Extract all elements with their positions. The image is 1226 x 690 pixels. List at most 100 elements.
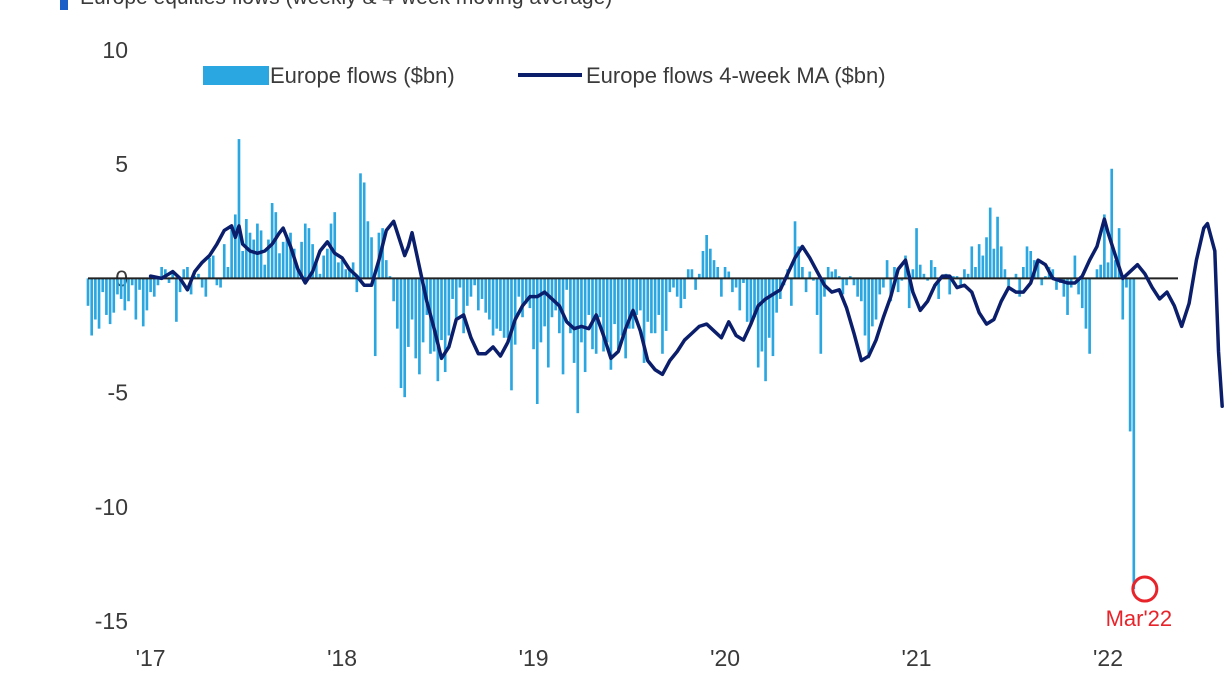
flow-bar: [1025, 246, 1029, 279]
flow-bar: [473, 278, 476, 286]
y-tick-label: 5: [115, 151, 128, 177]
flow-bar: [112, 278, 116, 313]
flow-bar: [344, 269, 348, 279]
flow-bar: [664, 278, 668, 331]
flow-bar: [1051, 269, 1055, 279]
flow-bar: [775, 278, 778, 313]
flow-bar: [569, 278, 572, 334]
flow-bar: [178, 278, 182, 293]
flow-bar: [731, 278, 734, 293]
flow-bar: [602, 278, 605, 352]
flow-bar: [528, 278, 532, 309]
flow-bar: [366, 221, 370, 279]
y-tick-label: -5: [108, 380, 128, 406]
flow-bar: [911, 269, 915, 279]
flow-bar: [311, 244, 314, 279]
flow-bar: [465, 278, 469, 306]
legend: Europe flows ($bn) Europe flows 4-week M…: [203, 63, 886, 88]
flow-bar: [760, 278, 764, 352]
flow-bar: [974, 266, 977, 279]
flow-bar: [392, 278, 395, 302]
flow-bar: [742, 278, 745, 283]
flow-bar: [175, 278, 178, 322]
flow-bar: [535, 278, 539, 405]
y-tick-label: -10: [95, 494, 128, 520]
flow-bar: [105, 278, 108, 315]
flow-bar: [384, 260, 388, 279]
flow-bar: [462, 278, 465, 334]
flow-bar: [340, 260, 344, 279]
flow-bar: [668, 278, 672, 293]
chart-title: Europe equities flows (weekly & 4-week m…: [80, 0, 612, 9]
flow-bar: [1077, 278, 1080, 295]
flow-bar: [841, 278, 845, 295]
flow-bar: [609, 278, 613, 370]
flow-bar: [723, 266, 727, 279]
x-tick-label: '20: [710, 645, 740, 671]
flow-bar: [399, 278, 403, 389]
flow-bar: [237, 139, 241, 279]
flow-bar: [532, 278, 535, 350]
flow-bar: [274, 212, 278, 279]
flow-bar: [657, 278, 661, 315]
flow-bar: [635, 278, 639, 315]
flow-bar: [631, 278, 635, 329]
flow-bar: [999, 246, 1003, 279]
flow-bar: [502, 278, 506, 338]
flow-bar: [86, 278, 90, 306]
title-marker: [60, 0, 68, 10]
flow-bar: [267, 239, 270, 279]
y-axis: 1050-5-10-15: [95, 37, 128, 634]
flow-bar: [524, 278, 528, 304]
flow-bar: [646, 278, 650, 322]
flow-bar: [679, 278, 683, 309]
flow-bar: [639, 278, 642, 311]
flow-bar: [812, 278, 815, 281]
moving-average-line: [148, 217, 1224, 409]
x-axis: '17 '18 '19 '20 '21 '22: [136, 645, 1123, 671]
flow-bar: [907, 278, 911, 309]
flow-bar: [1018, 278, 1021, 297]
flow-bar: [318, 273, 322, 279]
flow-bar: [826, 266, 830, 279]
flow-bar: [801, 266, 804, 279]
flow-bar: [992, 248, 996, 279]
flow-bar: [675, 278, 679, 297]
flow-bar: [871, 278, 874, 327]
flow-bar: [1114, 260, 1117, 279]
flow-bar: [1125, 278, 1128, 288]
flow-bar: [248, 232, 252, 279]
flow-bar: [720, 278, 723, 297]
flow-bar: [97, 278, 101, 329]
flow-bar: [300, 241, 303, 279]
flow-bar: [141, 278, 145, 327]
flow-bar: [653, 278, 657, 334]
flow-bar: [738, 278, 742, 311]
flow-bar: [576, 278, 580, 414]
flow-bar: [355, 278, 359, 293]
flow-bar: [521, 278, 524, 318]
flow-bar: [1128, 278, 1132, 432]
flow-bar: [834, 269, 837, 279]
flow-bar: [506, 278, 510, 338]
flow-bar: [985, 237, 988, 279]
flow-bar: [270, 203, 274, 279]
flow-bar: [233, 214, 237, 279]
flow-bar: [259, 230, 263, 279]
flow-bar: [605, 278, 609, 343]
flow-bar: [119, 278, 123, 299]
flow-bar: [1029, 250, 1033, 279]
flow-bar: [543, 278, 546, 327]
flow-bar: [256, 223, 259, 279]
flow-bar: [959, 278, 963, 288]
flow-bar: [929, 260, 933, 279]
flow-bar: [583, 278, 587, 373]
flow-bar: [893, 266, 896, 279]
flow-bar: [200, 278, 204, 288]
flow-bar: [362, 182, 366, 279]
flow-bar: [764, 278, 767, 382]
flow-bar: [1066, 278, 1069, 315]
flow-bar: [186, 266, 189, 279]
flow-bar: [94, 278, 97, 320]
